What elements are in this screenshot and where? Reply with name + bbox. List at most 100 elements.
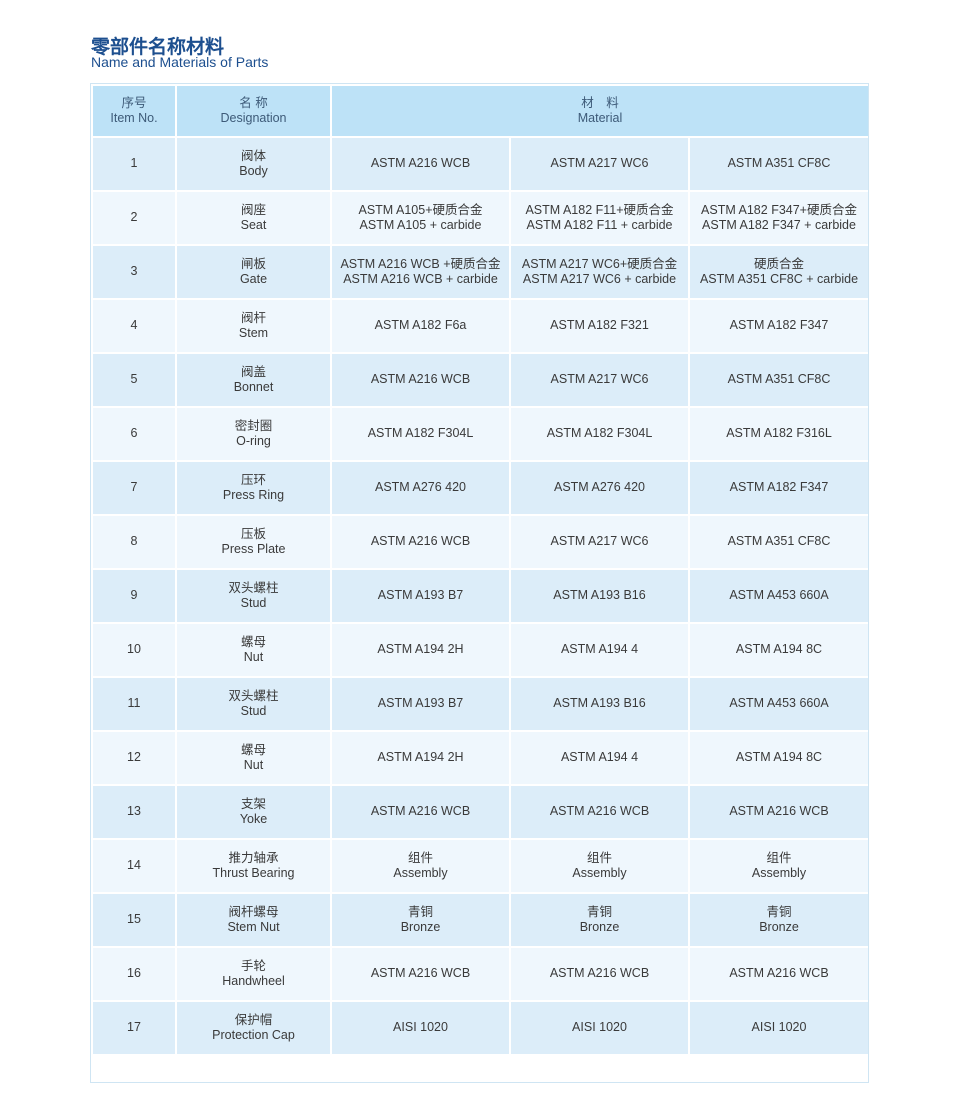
item-no-cell: 7 <box>91 460 177 516</box>
material-cell-1: ASTM A193 B7 <box>330 568 511 624</box>
parts-materials-table: 序号 Item No. 名 称 Designation 材 料 Material… <box>91 84 871 1056</box>
item-no-cell: 16 <box>91 946 177 1002</box>
designation-cell: 双头螺柱 Stud <box>175 676 332 732</box>
designation-cell: 螺母 Nut <box>175 730 332 786</box>
table-header-row: 序号 Item No. 名 称 Designation 材 料 Material <box>91 84 871 138</box>
material-cell-1: ASTM A216 WCB <box>330 136 511 192</box>
material-cell-2: ASTM A217 WC6 <box>509 352 690 408</box>
material-cell-3: AISI 1020 <box>687 1000 871 1056</box>
table-row: 1 阀体 Body ASTM A216 WCB ASTM A217 WC6 ASTM A… <box>91 136 871 192</box>
item-no-cell: 6 <box>91 406 177 462</box>
item-no-cell: 17 <box>91 1000 177 1056</box>
designation-cell: 密封圈 O-ring <box>175 406 332 462</box>
material-cell-2: 青铜 Bronze <box>509 892 690 948</box>
material-cell-2: ASTM A182 F304L <box>509 406 690 462</box>
table-row: 10 螺母 Nut ASTM A194 2H ASTM A194 4 ASTM A194… <box>91 622 871 678</box>
table-row: 13 支架 Yoke ASTM A216 WCB ASTM A216 WCB ASTM … <box>91 784 871 840</box>
material-cell-1: ASTM A216 WCB +硬质合金 ASTM A216 WCB + carb… <box>330 244 511 300</box>
material-cell-2: ASTM A276 420 <box>509 460 690 516</box>
material-cell-3: ASTM A182 F316L <box>687 406 871 462</box>
material-cell-3: ASTM A453 660A <box>687 568 871 624</box>
item-no-cell: 15 <box>91 892 177 948</box>
material-cell-3: ASTM A216 WCB <box>687 784 871 840</box>
table-row: 12 螺母 Nut ASTM A194 2H ASTM A194 4 ASTM A194… <box>91 730 871 786</box>
item-no-cell: 3 <box>91 244 177 300</box>
table-row: 7 压环 Press Ring ASTM A276 420 ASTM A276 420… <box>91 460 871 516</box>
material-cell-1: ASTM A182 F6a <box>330 298 511 354</box>
material-cell-3: 青铜 Bronze <box>687 892 871 948</box>
table-row: 3 闸板 Gate ASTM A216 WCB +硬质合金 ASTM A216 WC… <box>91 244 871 300</box>
table-row: 6 密封圈 O-ring ASTM A182 F304L ASTM A182 F304… <box>91 406 871 462</box>
item-no-cell: 10 <box>91 622 177 678</box>
table-row: 14 推力轴承 Thrust Bearing 组件 Assembly 组件 Assem… <box>91 838 871 894</box>
designation-cell: 阀杆 Stem <box>175 298 332 354</box>
material-cell-3: 组件 Assembly <box>687 838 871 894</box>
designation-cell: 螺母 Nut <box>175 622 332 678</box>
designation-cell: 阀盖 Bonnet <box>175 352 332 408</box>
designation-cell: 压环 Press Ring <box>175 460 332 516</box>
designation-cell: 闸板 Gate <box>175 244 332 300</box>
material-cell-2: ASTM A216 WCB <box>509 946 690 1002</box>
material-cell-1: ASTM A194 2H <box>330 730 511 786</box>
item-no-cell: 1 <box>91 136 177 192</box>
header-material: 材 料 Material <box>329 84 871 138</box>
item-no-cell: 13 <box>91 784 177 840</box>
material-cell-3: ASTM A182 F347 <box>687 298 871 354</box>
item-no-cell: 4 <box>91 298 177 354</box>
material-cell-3: ASTM A351 CF8C <box>687 514 871 570</box>
material-cell-3: ASTM A453 660A <box>687 676 871 732</box>
material-cell-2: ASTM A182 F321 <box>509 298 690 354</box>
material-cell-1: ASTM A193 B7 <box>330 676 511 732</box>
table-row: 4 阀杆 Stem ASTM A182 F6a ASTM A182 F321 ASTM … <box>91 298 871 354</box>
table-row: 11 双头螺柱 Stud ASTM A193 B7 ASTM A193 B16 ASTM… <box>91 676 871 732</box>
material-cell-3: ASTM A194 8C <box>687 622 871 678</box>
item-no-cell: 11 <box>91 676 177 732</box>
material-cell-1: AISI 1020 <box>330 1000 511 1056</box>
designation-cell: 压板 Press Plate <box>175 514 332 570</box>
header-designation: 名 称 Designation <box>175 84 332 138</box>
material-cell-3: ASTM A182 F347 <box>687 460 871 516</box>
material-cell-2: ASTM A193 B16 <box>509 568 690 624</box>
table-row: 17 保护帽 Protection Cap AISI 1020 AISI 1020 AI… <box>91 1000 871 1056</box>
material-cell-2: ASTM A194 4 <box>509 622 690 678</box>
material-cell-1: ASTM A216 WCB <box>330 352 511 408</box>
item-no-cell: 5 <box>91 352 177 408</box>
page-subtitle: Name and Materials of Parts <box>91 54 269 70</box>
designation-cell: 双头螺柱 Stud <box>175 568 332 624</box>
item-no-cell: 2 <box>91 190 177 246</box>
material-cell-2: 组件 Assembly <box>509 838 690 894</box>
designation-cell: 阀体 Body <box>175 136 332 192</box>
material-cell-2: ASTM A217 WC6+硬质合金 ASTM A217 WC6 + carbi… <box>509 244 690 300</box>
table-row: 9 双头螺柱 Stud ASTM A193 B7 ASTM A193 B16 ASTM … <box>91 568 871 624</box>
material-cell-1: ASTM A216 WCB <box>330 514 511 570</box>
material-cell-3: ASTM A351 CF8C <box>687 136 871 192</box>
material-cell-3: 硬质合金 ASTM A351 CF8C + carbide <box>687 244 871 300</box>
table-row: 8 压板 Press Plate ASTM A216 WCB ASTM A217 WC… <box>91 514 871 570</box>
designation-cell: 手轮 Handwheel <box>175 946 332 1002</box>
material-cell-1: ASTM A194 2H <box>330 622 511 678</box>
material-cell-2: ASTM A217 WC6 <box>509 514 690 570</box>
designation-cell: 阀杆螺母 Stem Nut <box>175 892 332 948</box>
material-cell-3: ASTM A216 WCB <box>687 946 871 1002</box>
table-body: 1 阀体 Body ASTM A216 WCB ASTM A217 WC6 ASTM A… <box>91 136 871 1056</box>
material-cell-1: ASTM A216 WCB <box>330 946 511 1002</box>
material-cell-2: AISI 1020 <box>509 1000 690 1056</box>
material-cell-1: ASTM A216 WCB <box>330 784 511 840</box>
designation-cell: 保护帽 Protection Cap <box>175 1000 332 1056</box>
material-cell-2: ASTM A193 B16 <box>509 676 690 732</box>
material-cell-3: ASTM A194 8C <box>687 730 871 786</box>
material-cell-3: ASTM A351 CF8C <box>687 352 871 408</box>
item-no-cell: 12 <box>91 730 177 786</box>
material-cell-2: ASTM A216 WCB <box>509 784 690 840</box>
material-cell-1: ASTM A276 420 <box>330 460 511 516</box>
header-item-no: 序号 Item No. <box>91 84 177 138</box>
table-row: 15 阀杆螺母 Stem Nut 青铜 Bronze 青铜 Bronze 青铜 Bron… <box>91 892 871 948</box>
material-cell-2: ASTM A182 F11+硬质合金 ASTM A182 F11 + carbi… <box>509 190 690 246</box>
material-cell-3: ASTM A182 F347+硬质合金 ASTM A182 F347 + car… <box>687 190 871 246</box>
material-cell-2: ASTM A194 4 <box>509 730 690 786</box>
designation-cell: 支架 Yoke <box>175 784 332 840</box>
designation-cell: 阀座 Seat <box>175 190 332 246</box>
page-title: 零部件名称材料 <box>91 36 225 58</box>
item-no-cell: 8 <box>91 514 177 570</box>
material-cell-1: 青铜 Bronze <box>330 892 511 948</box>
